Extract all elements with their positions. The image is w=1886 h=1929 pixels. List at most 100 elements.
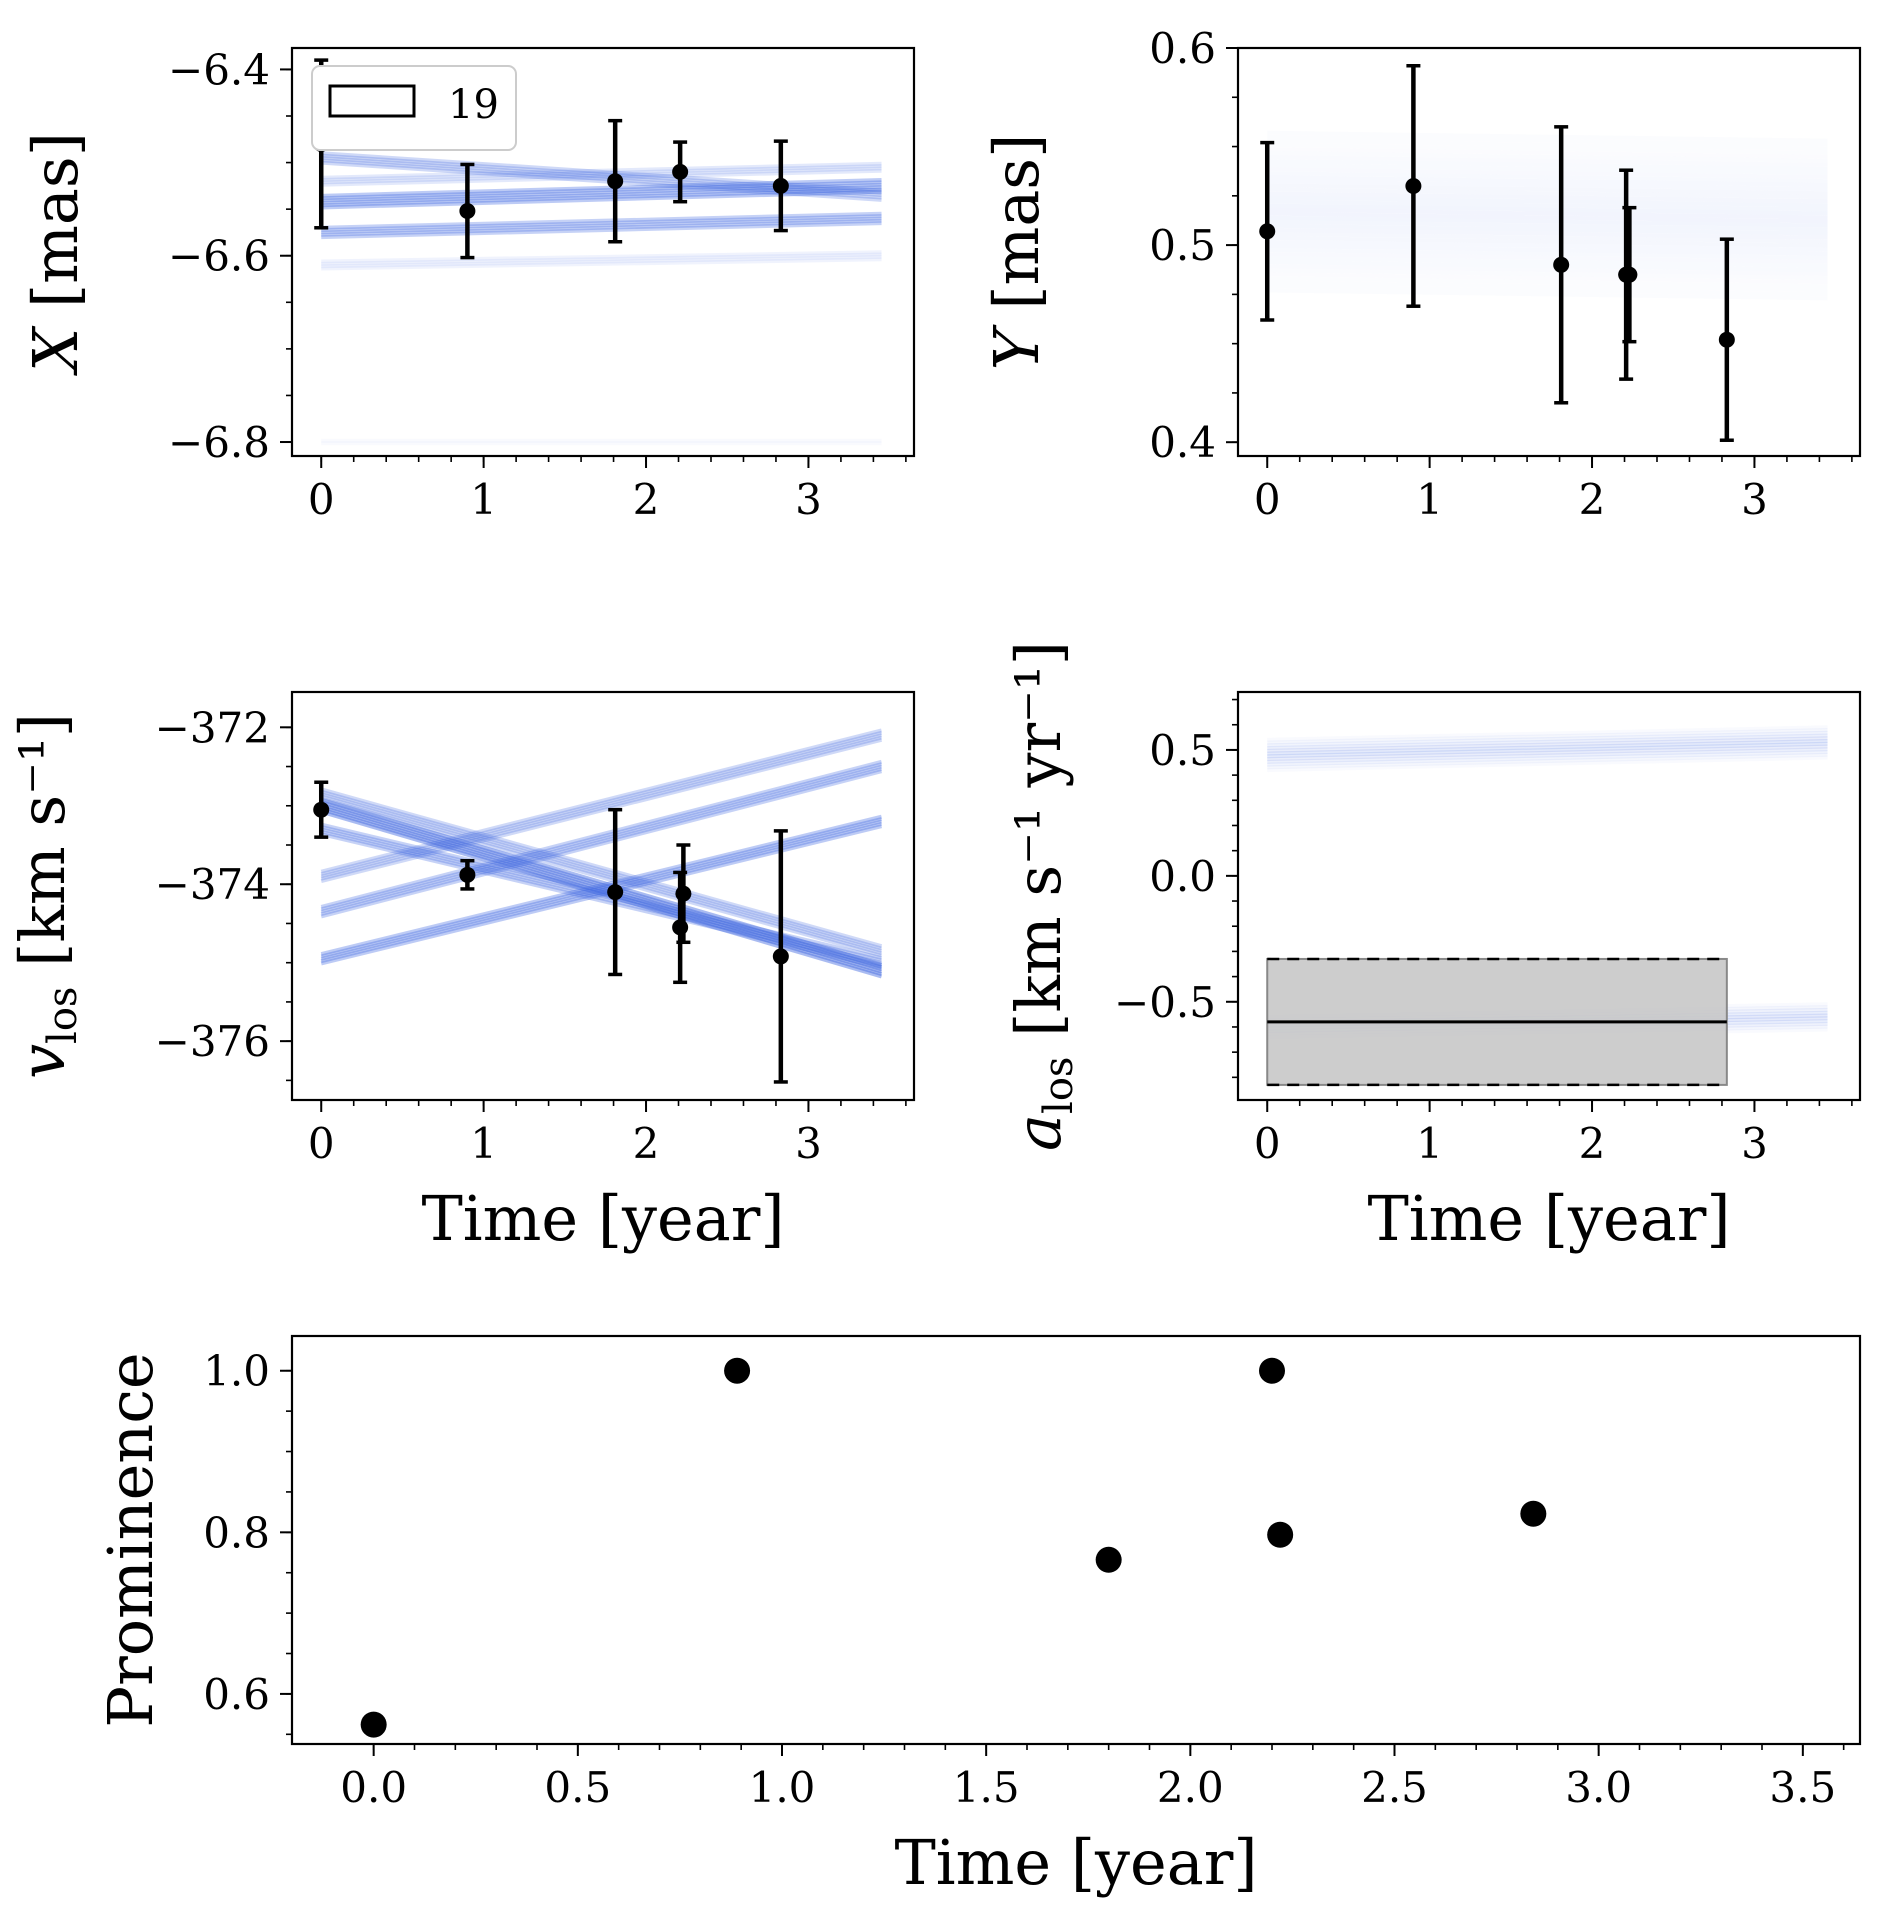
model-line: [320, 824, 882, 966]
model-line: [320, 805, 883, 974]
model-line: [320, 764, 883, 914]
data-point: [1095, 1546, 1122, 1573]
model-line: [320, 766, 883, 916]
data-point: [1520, 1500, 1547, 1527]
model-line: [321, 254, 882, 269]
y-tick-label: −6.8: [168, 418, 270, 467]
y-tick-label: −6.6: [168, 232, 270, 281]
model-line: [321, 214, 882, 233]
model-line: [1267, 736, 1828, 753]
model-line: [1267, 235, 1828, 248]
data-point: [459, 203, 476, 220]
x-tick-label: 0: [308, 1119, 335, 1168]
data-point: [1259, 223, 1276, 240]
model-line: [321, 189, 882, 210]
y-tick-label: −0.5: [1114, 978, 1216, 1027]
data-point: [1259, 1357, 1285, 1384]
x-tick-label: 2: [1579, 475, 1606, 524]
y-tick-label: 1.0: [203, 1347, 270, 1396]
legend-swatch: [328, 84, 416, 118]
model-line: [320, 822, 882, 960]
model-line: [321, 250, 882, 264]
data-point: [360, 1711, 387, 1738]
model-line: [320, 800, 883, 969]
y-tick-label: −376: [155, 1017, 270, 1066]
model-line: [1267, 215, 1828, 228]
y-tick-label: 0.6: [203, 1670, 270, 1719]
y-axis-variable: v: [6, 1044, 79, 1079]
y-axis-label: vlos [km s⁻¹]: [6, 713, 86, 1079]
x-tick-label: 3.0: [1565, 1763, 1632, 1812]
data-point: [607, 884, 624, 901]
prominence-panel: 0.0 0.5 1.0 1.5 2.0 2.5 3.0 3.5 1.0 0.8 0.6 Time [y…: [94, 1334, 1862, 1899]
model-line: [1267, 749, 1828, 767]
model-line: [320, 832, 882, 970]
alos-panel: 0 1 2 3 0.5 0.0 −0.5 Time [year] alos [km s⁻¹ yr…: [1002, 641, 1862, 1255]
x-tick-label: 3: [1741, 1119, 1768, 1168]
model-line: [321, 252, 882, 266]
y-axis-unit: [km s⁻¹]: [6, 713, 79, 987]
model-line: [1267, 219, 1828, 232]
model-line: [320, 814, 882, 957]
model-line: [321, 158, 882, 200]
x-tick-label: 0: [1254, 1119, 1281, 1168]
model-line: [1267, 248, 1828, 260]
data-point: [607, 173, 624, 190]
y-position-panel: 0 1 2 3 0.6 0.5 0.4 Y [mas]: [980, 24, 1862, 524]
data-point: [772, 177, 789, 194]
model-line: [320, 829, 882, 967]
x-tick-label: 1: [1416, 475, 1443, 524]
data-point: [459, 866, 476, 883]
axes-frame: [290, 46, 916, 458]
model-line: [321, 187, 882, 208]
legend: 19: [311, 65, 517, 151]
y-axis-variable: Y: [980, 324, 1053, 370]
y-tick-label: −374: [155, 860, 270, 909]
model-line: [1267, 171, 1828, 184]
model-line: [1267, 179, 1828, 192]
model-line: [320, 787, 883, 949]
model-line: [320, 733, 883, 879]
model-line: [321, 218, 882, 237]
model-line: [320, 817, 882, 959]
x-tick-label: 1.0: [749, 1763, 816, 1812]
x-tick-label: 3: [795, 1119, 822, 1168]
model-line: [321, 216, 882, 235]
model-line: [1267, 728, 1828, 745]
x-axis-label: Time [year]: [1367, 1182, 1730, 1255]
model-line: [1267, 223, 1828, 236]
x-tick-label: 0: [1254, 475, 1281, 524]
model-line: [1267, 199, 1828, 212]
y-tick-label: 0.4: [1149, 418, 1216, 467]
data-point: [772, 948, 789, 965]
x-tick-label: 1: [470, 475, 497, 524]
data-point: [1267, 1521, 1294, 1548]
model-line: [1267, 752, 1828, 770]
y-axis-label: X [mas]: [19, 132, 92, 376]
data-point: [675, 885, 692, 902]
data-point: [1718, 331, 1735, 348]
model-line: [320, 735, 883, 881]
y-axis-unit: [mas]: [980, 134, 1053, 330]
x-position-panel: 0 1 2 3 −6.4 −6.6 −6.8 X [mas] 19: [19, 45, 916, 524]
x-tick-label: 0.0: [340, 1763, 407, 1812]
model-line: [1267, 227, 1828, 240]
model-line: [1267, 741, 1828, 759]
data-point: [313, 801, 330, 818]
model-line: [320, 796, 883, 958]
y-axis-variable: a: [1002, 1114, 1075, 1151]
data-point: [1621, 266, 1638, 283]
legend-label: 19: [448, 82, 499, 128]
y-axis-subscript: los: [1036, 1057, 1082, 1114]
model-line: [1267, 211, 1828, 224]
data-point: [1553, 256, 1570, 273]
model-line: [321, 164, 882, 183]
y-tick-label: 0.8: [203, 1508, 270, 1557]
y-axis-label: alos [km s⁻¹ yr⁻¹]: [1002, 641, 1082, 1151]
x-tick-label: 3: [795, 475, 822, 524]
model-line: [321, 211, 882, 230]
model-line: [321, 161, 882, 180]
model-line: [1267, 175, 1828, 188]
x-tick-label: 3: [1741, 475, 1768, 524]
